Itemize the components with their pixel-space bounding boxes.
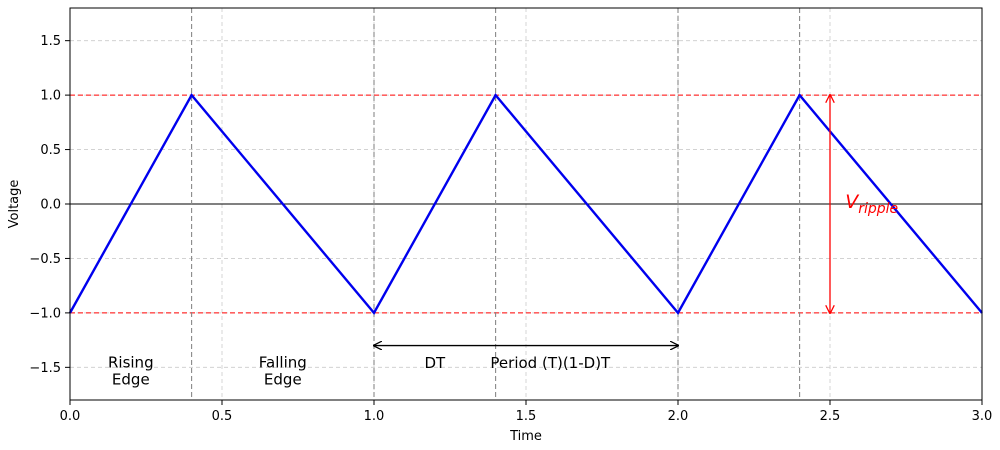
y-tick-label-5: −1.0 [29,306,61,321]
ripple-label-main: V [845,191,860,213]
falling-edge-label-line1: Falling [259,353,307,371]
series-line-0 [68,93,983,315]
x-tick-label-4: 2.0 [668,409,689,424]
falling-edge-label-line2: Edge [264,370,302,388]
series-group [68,93,983,315]
ripple-label: Vripple [845,191,898,217]
x-tick-label-2: 1.0 [364,409,385,424]
x-axis-ticks: 0.0 0.5 1.0 1.5 2.0 2.5 3.0 [60,400,993,424]
y-axis-ticks: 1.5 1.0 0.5 0.0 −0.5 −1.0 −1.5 [29,34,70,376]
reference-lines-vertical [191,8,801,400]
x-tick-label-3: 1.5 [516,409,537,424]
y-tick-label-0: 1.5 [40,34,61,49]
rising-edge-label-line2: Edge [112,370,150,388]
y-tick-label-3: 0.0 [40,198,61,213]
annotations-group [374,95,830,345]
x-tick-label-6: 3.0 [972,409,993,424]
dt-label: DT [424,354,446,372]
x-axis-label: Time [509,429,542,444]
y-axis-label: Voltage [7,180,22,229]
y-tick-label-4: −0.5 [29,252,61,267]
x-tick-label-5: 2.5 [820,409,841,424]
y-tick-label-1: 1.0 [40,89,61,104]
rising-edge-label-line1: Rising [108,353,154,371]
y-tick-label-2: 0.5 [40,143,61,158]
period-label: Period (T)(1-D)T [490,354,611,372]
ripple-label-subscript: ripple [858,201,898,217]
y-tick-label-6: −1.5 [29,361,61,376]
x-tick-label-1: 0.5 [212,409,233,424]
x-tick-label-0: 0.0 [60,409,81,424]
